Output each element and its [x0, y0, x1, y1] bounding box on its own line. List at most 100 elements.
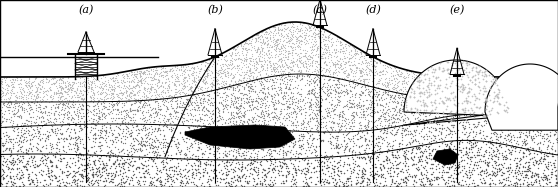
Point — [436, 137, 445, 140]
Point — [492, 79, 501, 82]
Point — [357, 79, 366, 82]
Point — [17, 91, 26, 94]
Point — [423, 185, 432, 187]
Point — [221, 170, 230, 173]
Point — [58, 104, 67, 107]
Point — [463, 152, 472, 155]
Point — [468, 87, 477, 90]
Point — [417, 150, 426, 153]
Point — [497, 129, 506, 132]
Point — [516, 104, 525, 107]
Point — [308, 64, 317, 67]
Point — [282, 137, 291, 140]
Point — [305, 105, 314, 108]
Point — [115, 162, 124, 165]
Point — [446, 142, 455, 145]
Point — [41, 112, 50, 115]
Point — [86, 96, 95, 99]
Point — [344, 45, 353, 48]
Point — [65, 99, 74, 102]
Point — [339, 89, 348, 92]
Point — [292, 36, 301, 39]
Point — [68, 100, 76, 103]
Point — [225, 60, 234, 63]
Point — [64, 165, 73, 168]
Point — [83, 119, 92, 122]
Point — [348, 45, 357, 48]
Point — [533, 79, 542, 82]
Point — [264, 92, 273, 95]
Point — [490, 77, 499, 80]
Point — [95, 86, 104, 89]
Point — [270, 66, 278, 69]
Point — [375, 60, 384, 63]
Point — [30, 101, 39, 104]
Point — [66, 100, 75, 103]
Point — [385, 114, 394, 117]
Point — [195, 146, 204, 149]
Point — [253, 47, 262, 50]
Point — [519, 156, 528, 159]
Point — [134, 182, 143, 185]
Point — [377, 168, 386, 171]
Point — [86, 82, 95, 85]
Point — [429, 135, 438, 138]
Point — [413, 155, 422, 158]
Point — [378, 131, 387, 134]
Point — [365, 173, 374, 176]
Point — [405, 129, 414, 132]
Point — [387, 82, 396, 85]
Point — [290, 75, 299, 78]
Point — [296, 152, 305, 155]
Point — [473, 161, 482, 164]
Point — [288, 49, 297, 52]
Point — [355, 121, 364, 124]
Point — [334, 125, 343, 128]
Point — [414, 104, 423, 107]
Point — [191, 164, 200, 167]
Point — [38, 145, 47, 148]
Point — [542, 113, 551, 116]
Point — [266, 40, 275, 43]
Point — [177, 108, 186, 111]
Point — [1, 110, 9, 113]
Point — [142, 133, 151, 136]
Point — [512, 112, 521, 115]
Point — [186, 89, 195, 92]
Point — [275, 50, 283, 53]
Point — [351, 64, 360, 67]
Point — [288, 173, 297, 176]
Point — [329, 88, 338, 91]
Point — [317, 104, 326, 107]
Point — [330, 55, 339, 58]
Point — [388, 161, 397, 164]
Point — [286, 150, 295, 153]
Point — [277, 34, 286, 37]
Point — [422, 179, 431, 182]
Point — [478, 169, 487, 172]
Point — [405, 92, 413, 95]
Point — [334, 142, 343, 145]
Point — [363, 113, 372, 116]
Point — [397, 184, 406, 187]
Point — [521, 78, 530, 81]
Point — [421, 159, 430, 162]
Point — [446, 110, 455, 113]
Point — [374, 134, 383, 137]
Point — [55, 91, 64, 94]
Point — [156, 169, 165, 172]
Point — [412, 93, 421, 96]
Point — [468, 66, 477, 69]
Point — [0, 111, 7, 114]
Point — [543, 133, 552, 136]
Point — [204, 65, 213, 68]
Point — [93, 181, 102, 184]
Point — [25, 178, 33, 181]
Point — [549, 78, 557, 81]
Point — [392, 164, 401, 167]
Point — [249, 117, 258, 120]
Point — [429, 97, 438, 100]
Point — [151, 77, 160, 80]
Point — [187, 65, 196, 68]
Point — [102, 129, 111, 132]
